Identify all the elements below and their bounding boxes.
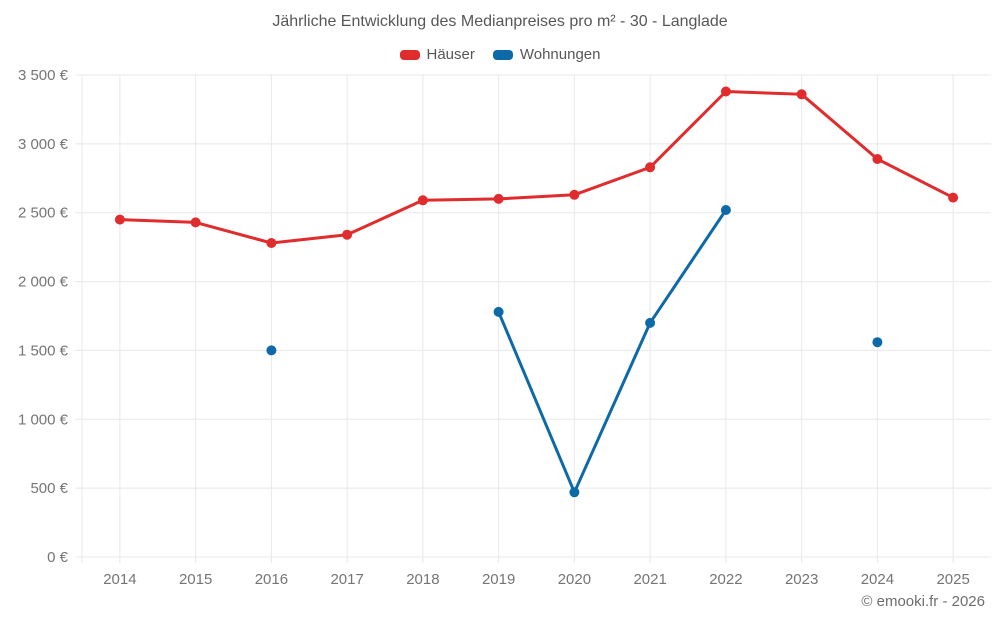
x-axis-tick-label: 2022 bbox=[709, 571, 742, 588]
x-axis-tick-label: 2024 bbox=[861, 571, 894, 588]
x-axis-tick-label: 2015 bbox=[179, 571, 212, 588]
data-point-hauser-2020[interactable] bbox=[569, 189, 580, 200]
legend-item-hauser[interactable]: Häuser bbox=[399, 46, 475, 63]
series-line-wohnungen bbox=[499, 210, 878, 492]
x-axis-tick-label: 2017 bbox=[330, 571, 363, 588]
data-point-hauser-2025[interactable] bbox=[948, 192, 959, 203]
y-axis-tick-label: 500 € bbox=[30, 480, 68, 497]
data-point-wohnungen-2020[interactable] bbox=[569, 487, 580, 498]
chart-legend: Häuser Wohnungen bbox=[0, 46, 1000, 63]
data-point-hauser-2018[interactable] bbox=[417, 195, 428, 206]
chart-title: Jährliche Entwicklung des Medianpreises … bbox=[272, 13, 728, 30]
data-point-hauser-2023[interactable] bbox=[796, 89, 807, 100]
x-axis-tick-label: 2023 bbox=[785, 571, 818, 588]
data-point-wohnungen-2022[interactable] bbox=[720, 205, 731, 215]
data-point-hauser-2022[interactable] bbox=[720, 86, 731, 97]
legend-swatch-hauser-icon bbox=[399, 49, 420, 60]
legend-swatch-wohnungen-icon bbox=[492, 49, 513, 60]
series-line-hauser bbox=[118, 90, 955, 245]
x-axis-tick-label: 2014 bbox=[103, 571, 136, 588]
y-axis-tick-label: 1 500 € bbox=[18, 342, 69, 359]
data-point-wohnungen-2016[interactable] bbox=[266, 345, 277, 356]
data-point-hauser-2021[interactable] bbox=[645, 162, 656, 173]
y-axis-tick-label: 3 000 € bbox=[18, 136, 69, 153]
legend-item-wohnungen[interactable]: Wohnungen bbox=[492, 46, 601, 63]
y-axis-tick-label: 1 000 € bbox=[18, 411, 69, 428]
legend-label-hauser: Häuser bbox=[426, 46, 475, 63]
data-point-hauser-2014[interactable] bbox=[114, 214, 125, 225]
data-point-wohnungen-2024[interactable] bbox=[872, 337, 883, 348]
x-axis-tick-label: 2019 bbox=[482, 571, 515, 588]
data-point-hauser-2015[interactable] bbox=[190, 217, 201, 228]
data-point-hauser-2016[interactable] bbox=[266, 238, 277, 248]
y-axis-tick-label: 2 000 € bbox=[18, 274, 69, 291]
y-axis-tick-label: 3 500 € bbox=[18, 67, 69, 84]
data-point-hauser-2017[interactable] bbox=[342, 229, 353, 240]
data-point-wohnungen-2021[interactable] bbox=[645, 317, 656, 328]
y-axis-tick-label: 0 € bbox=[47, 549, 69, 566]
data-point-hauser-2024[interactable] bbox=[872, 154, 883, 164]
x-axis-tick-label: 2018 bbox=[406, 571, 439, 588]
data-point-wohnungen-2019[interactable] bbox=[493, 306, 504, 317]
x-axis-tick-label: 2025 bbox=[936, 571, 969, 588]
legend-label-wohnungen: Wohnungen bbox=[519, 46, 601, 63]
data-point-hauser-2019[interactable] bbox=[493, 193, 504, 204]
y-axis-tick-label: 2 500 € bbox=[18, 205, 69, 222]
copyright-footer: © emooki.fr - 2026 bbox=[861, 593, 985, 610]
x-axis-tick-label: 2020 bbox=[558, 571, 591, 588]
x-axis-tick-label: 2016 bbox=[255, 571, 288, 588]
x-axis-tick-label: 2021 bbox=[633, 571, 666, 588]
